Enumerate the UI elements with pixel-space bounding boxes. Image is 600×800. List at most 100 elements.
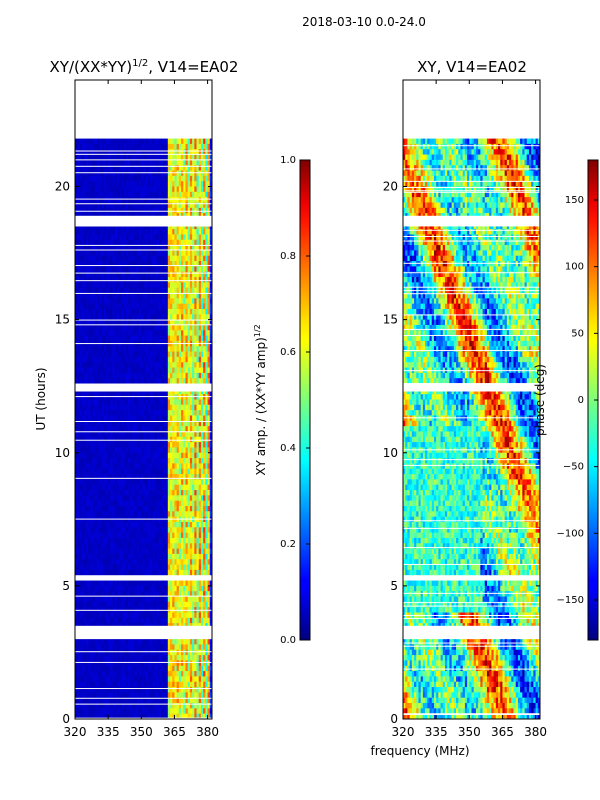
heatmap-cell <box>88 420 91 427</box>
heatmap-cell <box>103 143 107 150</box>
heatmap-cell <box>128 319 131 326</box>
heatmap-cell <box>75 165 78 171</box>
heatmap-cell <box>150 197 153 203</box>
heatmap-cell <box>139 399 142 406</box>
heatmap-cell <box>81 479 85 486</box>
heatmap-cell <box>170 479 173 486</box>
heatmap-cell <box>114 420 118 427</box>
heatmap-cell <box>101 372 105 379</box>
heatmap-cell <box>108 447 111 454</box>
heatmap-cell <box>174 452 178 459</box>
heatmap-cell <box>112 452 116 459</box>
heatmap-cell <box>110 181 113 187</box>
heatmap-cell <box>174 346 178 352</box>
heatmap-cell <box>172 468 175 475</box>
heatmap-cell <box>198 346 202 352</box>
heatmap-cell <box>75 404 78 411</box>
heatmap-cell <box>165 399 169 406</box>
heatmap-cell <box>196 484 200 491</box>
heatmap-cell <box>187 255 191 262</box>
heatmap-cell <box>178 245 182 251</box>
heatmap-cell <box>99 175 102 182</box>
heatmap-cell <box>174 463 178 470</box>
heatmap-cell <box>114 138 118 145</box>
heatmap-cell <box>181 186 184 193</box>
heatmap-cell <box>119 186 122 193</box>
heatmap-cell <box>194 293 197 299</box>
heatmap-cell <box>185 484 189 491</box>
heatmap-cell <box>176 463 180 470</box>
heatmap-cell <box>116 186 120 193</box>
heatmap-cell <box>167 175 171 182</box>
heatmap-cell <box>156 271 160 278</box>
heatmap-cell <box>136 452 140 459</box>
heatmap-cell <box>143 410 147 416</box>
heatmap-cell <box>187 452 191 459</box>
heatmap-cell <box>79 282 83 289</box>
heatmap-cell <box>92 351 96 358</box>
heatmap-cell <box>174 202 178 209</box>
heatmap-cell <box>94 266 98 273</box>
heatmap-cell <box>181 293 184 299</box>
heatmap-cell <box>143 500 147 507</box>
heatmap-cell <box>172 197 175 203</box>
heatmap-cell <box>79 308 83 315</box>
heatmap-cell <box>79 223 83 230</box>
heatmap-cell <box>125 287 129 294</box>
heatmap-cell <box>165 426 169 432</box>
heatmap-cell <box>170 197 173 203</box>
heatmap-cell <box>172 287 175 294</box>
heatmap-cell <box>183 495 186 502</box>
heatmap-cell <box>143 436 147 443</box>
heatmap-cell <box>170 436 173 443</box>
heatmap-cell <box>110 410 113 416</box>
heatmap-cell <box>128 250 131 257</box>
heatmap-cell <box>200 191 204 198</box>
heatmap-cell <box>158 170 162 177</box>
heatmap-cell <box>97 415 100 422</box>
heatmap-cell <box>112 159 116 166</box>
heatmap-cell <box>154 143 158 150</box>
heatmap-cell <box>154 479 158 486</box>
heatmap-cell <box>94 293 98 299</box>
heatmap-cell <box>143 308 147 315</box>
heatmap-cell <box>94 484 98 491</box>
heatmap-cell <box>187 479 191 486</box>
heatmap-cell <box>192 452 195 459</box>
heatmap-cell <box>203 175 206 182</box>
heatmap-cell <box>185 330 189 336</box>
heatmap-cell <box>152 362 155 368</box>
heatmap-cell <box>205 287 208 294</box>
heatmap-cell <box>147 255 151 262</box>
heatmap-cell <box>152 303 155 310</box>
heatmap-cell <box>90 293 94 299</box>
heatmap-cell <box>189 143 193 150</box>
heatmap-cell <box>132 250 136 257</box>
heatmap-cell <box>132 330 136 336</box>
heatmap-cell <box>105 410 109 416</box>
heatmap-cell <box>145 474 149 480</box>
heatmap-cell <box>83 266 87 273</box>
heatmap-cell <box>79 250 83 257</box>
heatmap-cell <box>181 335 184 342</box>
heatmap-cell <box>75 324 78 331</box>
heatmap-cell <box>132 165 136 171</box>
heatmap-cell <box>112 399 116 406</box>
heatmap-cell <box>163 420 166 427</box>
heatmap-cell <box>103 207 107 214</box>
heatmap-cell <box>99 436 102 443</box>
heatmap-cell <box>167 495 171 502</box>
heatmap-cell <box>81 458 85 464</box>
heatmap-cell <box>141 159 144 166</box>
heatmap-cell <box>83 351 87 358</box>
heatmap-cell <box>141 420 144 427</box>
heatmap-cell <box>203 298 206 305</box>
heatmap-cell <box>174 388 178 395</box>
heatmap-cell <box>86 479 89 486</box>
heatmap-cell <box>119 175 122 182</box>
heatmap-cell <box>103 191 107 198</box>
heatmap-cell <box>99 330 102 336</box>
heatmap-cell <box>205 474 208 480</box>
heatmap-cell <box>86 378 89 384</box>
heatmap-cell <box>161 298 164 305</box>
